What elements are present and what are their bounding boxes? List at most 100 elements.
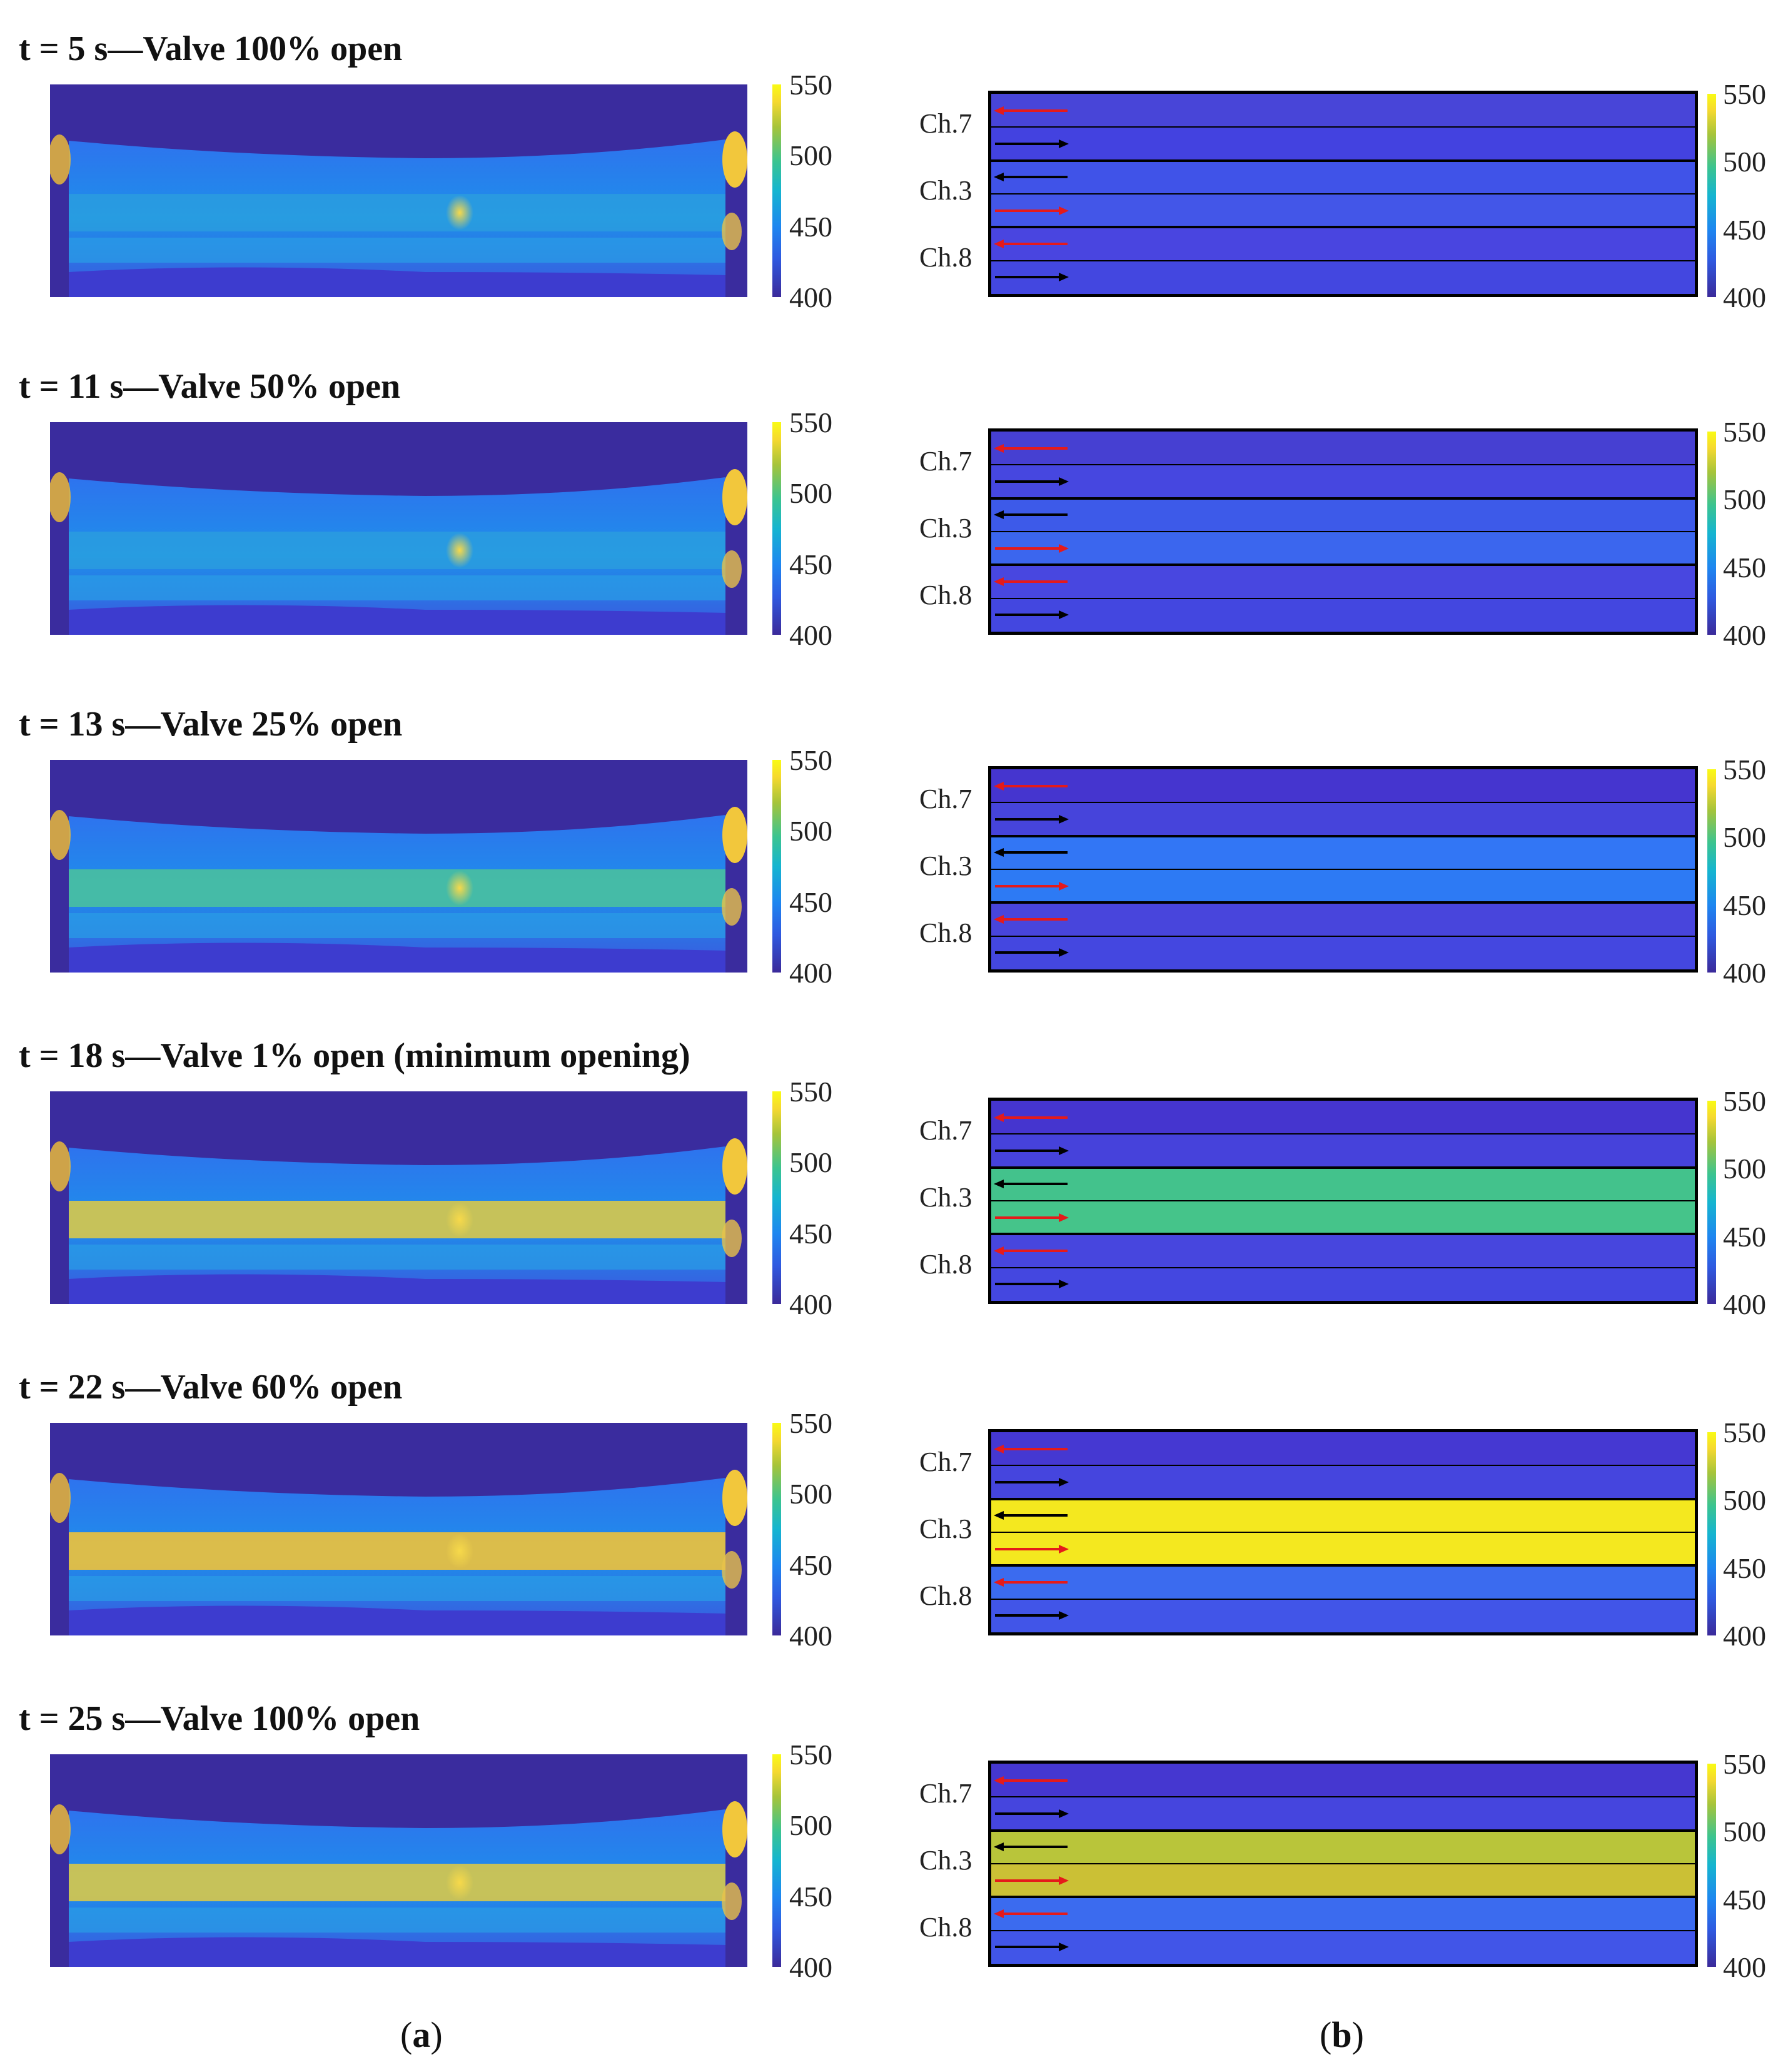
channel-label: Ch.3 [919,851,972,881]
colorbar-b-tick: 550 [1723,754,1766,786]
channel-band [991,160,1695,194]
channel-divider [991,1929,1695,1931]
flow-arrow-left [994,240,1068,248]
colorbar-b-tick: 550 [1723,1417,1766,1448]
channel-divider [991,802,1695,804]
channel-divider [991,869,1695,870]
panel-label-a: (a) [400,2014,443,2055]
colorbar-b [1707,769,1716,973]
flow-arrow-left [994,1909,1068,1918]
channel-band [991,769,1695,803]
flow-arrow-left [994,510,1068,520]
channel-band [991,94,1695,128]
channel-divider [991,126,1695,128]
channel-band [991,465,1695,498]
flow-arrow-left [994,1444,1068,1453]
colorbar-b-tick: 550 [1723,1085,1766,1117]
thermal-image [48,1423,747,1635]
channel-divider [991,597,1695,599]
channel-band [991,1432,1695,1466]
flow-arrow-right [995,1876,1069,1885]
flow-arrow-right [995,273,1069,282]
channel-model [988,1429,1698,1635]
channel-divider [991,1896,1695,1899]
channel-divider [991,1829,1695,1832]
flow-arrow-right [995,1943,1069,1952]
colorbar-b-tick: 500 [1723,1816,1766,1848]
channel-divider [991,1796,1695,1798]
thermal-image [48,422,747,635]
colorbar-b-tick: 450 [1723,1552,1766,1584]
flow-arrow-right [995,815,1069,824]
channel-band [991,1134,1695,1168]
flow-arrow-right [995,1213,1069,1222]
channel-band [991,1201,1695,1235]
flow-arrow-right [995,477,1069,486]
colorbar-b [1707,94,1716,297]
colorbar-a-tick: 550 [789,69,832,101]
row-title: t = 11 s—Valve 50% open [19,367,401,406]
colorbar-a-tick: 500 [789,1809,832,1842]
channel-band [991,1830,1695,1864]
colorbar-a [772,1754,781,1967]
channel-label: Ch.8 [919,579,972,610]
colorbar-b-tick: 450 [1723,1883,1766,1916]
flow-arrow-right [995,610,1069,620]
channel-divider [991,1200,1695,1201]
colorbar-b-tick: 500 [1723,146,1766,178]
row-title: t = 18 s—Valve 1% open (minimum opening) [19,1036,690,1075]
channel-band [991,1498,1695,1532]
flow-arrow-left [994,443,1068,453]
channel-band [991,1599,1695,1632]
row-title: t = 13 s—Valve 25% open [19,705,403,744]
channel-divider [991,497,1695,500]
channel-divider [991,901,1695,904]
channel-band [991,936,1695,969]
channel-divider [991,1465,1695,1467]
colorbar-b-tick: 450 [1723,551,1766,584]
channel-band [991,1532,1695,1566]
channel-label: Ch.3 [919,1845,972,1876]
flow-arrow-left [994,106,1068,115]
colorbar-b-tick: 400 [1723,619,1766,651]
channel-label: Ch.8 [919,1248,972,1280]
channel-band [991,869,1695,903]
row-title: t = 5 s—Valve 100% open [19,29,403,68]
channel-divider [991,159,1695,162]
channel-band [991,1234,1695,1268]
colorbar-b-tick: 400 [1723,957,1766,989]
channel-band [991,1167,1695,1201]
channel-divider [991,226,1695,229]
channel-divider [991,1266,1695,1268]
colorbar-a-tick: 450 [789,1880,832,1913]
colorbar-a-tick: 450 [789,210,832,243]
channel-band [991,498,1695,532]
channel-divider [991,1598,1695,1600]
colorbar-a-tick: 550 [789,744,832,776]
colorbar-a-tick: 400 [789,957,832,989]
flow-arrow-right [995,1146,1069,1155]
channel-divider [991,1564,1695,1567]
flow-arrow-left [994,1511,1068,1520]
colorbar-a [772,1423,781,1635]
channel-band [991,1864,1695,1898]
colorbar-a-tick: 500 [789,1478,832,1510]
channel-band [991,1764,1695,1797]
colorbar-b-tick: 400 [1723,1288,1766,1320]
colorbar-b [1707,1101,1716,1304]
colorbar-b-tick: 500 [1723,483,1766,516]
flow-arrow-right [995,139,1069,148]
channel-model [988,1761,1698,1967]
channel-label: Ch.7 [919,446,972,477]
colorbar-a-tick: 550 [789,1407,832,1439]
colorbar-b [1707,432,1716,635]
channel-band [991,1797,1695,1831]
row-title: t = 22 s—Valve 60% open [19,1368,403,1407]
channel-label: Ch.7 [919,1115,972,1146]
channel-label: Ch.3 [919,513,972,543]
colorbar-a [772,760,781,973]
channel-band [991,1930,1695,1964]
channel-divider [991,193,1695,195]
colorbar-b [1707,1432,1716,1635]
